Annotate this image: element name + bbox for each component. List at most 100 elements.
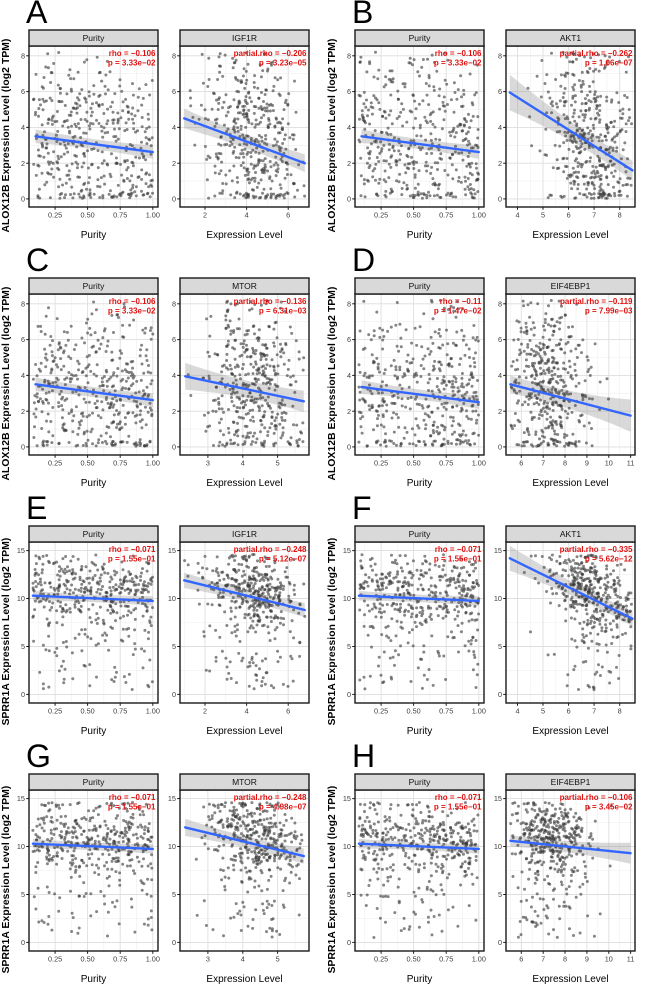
panel-letter: B [352,0,374,30]
facet-header [179,29,310,47]
stat-pvalue: p = 1.55e−01 [108,803,156,812]
svg-text:2: 2 [498,407,502,416]
svg-text:0: 0 [347,195,351,204]
x-axis-title: Expression Level [532,726,608,737]
stat-rho: partial.rho = −0.136 [234,297,307,306]
svg-text:5: 5 [21,642,25,651]
svg-text:0.50: 0.50 [406,211,420,220]
panel-f: F SPRR1A Expression Level (log2 TPM) Pur… [326,490,652,744]
facet-header-label: AKT1 [560,33,582,43]
svg-text:1.00: 1.00 [472,211,486,220]
facet-header-label: IGF1R [232,529,257,539]
y-axis-title: SPRR1A Expression Level (log2 TPM) [327,785,338,974]
svg-text:0: 0 [21,443,25,452]
svg-text:7: 7 [592,211,596,220]
facet-header-label: IGF1R [232,33,257,43]
svg-text:6: 6 [286,211,290,220]
svg-text:15: 15 [17,546,25,555]
svg-text:0.50: 0.50 [80,211,94,220]
facet-header [354,773,485,791]
svg-text:1.00: 1.00 [146,211,160,220]
stat-pvalue: p = 3.45e−02 [585,803,633,812]
svg-text:6: 6 [286,707,290,716]
facet-header [354,525,485,543]
svg-text:0.75: 0.75 [113,707,127,716]
svg-text:0: 0 [172,443,176,452]
panel-e: E SPRR1A Expression Level (log2 TPM) Pur… [0,490,326,744]
svg-text:0.75: 0.75 [439,211,453,220]
x-axis-title: Expression Level [206,478,282,489]
facet-header [28,773,159,791]
svg-text:8: 8 [21,51,25,60]
stat-rho: rho = −0.071 [109,793,156,802]
stat-rho: partial.rho = −0.106 [560,793,633,802]
svg-text:4: 4 [172,123,176,132]
axis-ticks: 3 4 5 0 2 4 6 8 [172,299,280,467]
svg-text:9: 9 [585,459,589,468]
stat-rho: rho = −0.11 [440,297,482,306]
facet-header-label: AKT1 [560,529,582,539]
y-axis-title: ALOX12B Expression Level (log2 TPM) [1,286,12,481]
svg-text:4: 4 [21,371,25,380]
x-axis-title: Expression Level [206,974,282,985]
trend-line [508,91,634,172]
trend-line [357,594,481,603]
y-axis-title: SPRR1A Expression Level (log2 TPM) [1,785,12,974]
svg-text:0: 0 [498,195,502,204]
svg-text:0.25: 0.25 [48,211,62,220]
x-axis-title: Expression Level [532,974,608,985]
svg-text:6: 6 [347,335,351,344]
svg-text:1.00: 1.00 [146,707,160,716]
stat-pvalue: p = 1.55e−01 [434,803,482,812]
scatter-points [526,50,633,200]
trend-line [34,383,155,402]
x-axis-title: Expression Level [532,230,608,241]
svg-text:4: 4 [172,371,176,380]
stat-rho: partial.rho = −0.248 [234,793,307,802]
panel-a: A ALOX12B Expression Level (log2 TPM) Pu… [0,0,326,248]
svg-text:6: 6 [567,211,571,220]
panel-letter: D [352,242,376,278]
stat-pvalue: p = 5.62e−12 [585,555,633,564]
panel-b: B ALOX12B Expression Level (log2 TPM) Pu… [326,0,652,248]
y-axis-title: ALOX12B Expression Level (log2 TPM) [1,38,12,233]
stat-rho: rho = −0.071 [435,793,482,802]
svg-text:0.25: 0.25 [374,211,388,220]
svg-text:8: 8 [563,459,567,468]
svg-text:1.00: 1.00 [146,459,160,468]
x-axis-title: Purity [81,974,107,985]
facet-header-label: Purity [83,529,105,539]
x-axis-title: Purity [407,230,433,241]
stat-pvalue: p = 1.55e−01 [108,555,156,564]
svg-text:6: 6 [519,459,523,468]
facet-header-label: Purity [83,281,105,291]
facet-header [28,29,159,47]
svg-text:4: 4 [245,707,249,716]
svg-text:0: 0 [347,443,351,452]
svg-text:4: 4 [498,123,502,132]
trend-line [357,842,481,851]
trend-line [183,579,307,612]
panel-c: C ALOX12B Expression Level (log2 TPM) Pu… [0,242,326,496]
svg-text:8: 8 [618,211,622,220]
svg-text:6: 6 [172,335,176,344]
x-axis-title: Expression Level [206,230,282,241]
facet-header-label: EIF4EBP1 [551,281,591,291]
svg-text:6: 6 [498,87,502,96]
y-axis-title: ALOX12B Expression Level (log2 TPM) [327,38,338,233]
facet-header [505,525,636,543]
svg-text:0.75: 0.75 [113,211,127,220]
axis-ticks: 0.25 0.50 0.75 1.00 0 2 4 6 8 [347,299,486,467]
svg-text:5: 5 [276,459,280,468]
panel-letter: G [26,738,51,774]
